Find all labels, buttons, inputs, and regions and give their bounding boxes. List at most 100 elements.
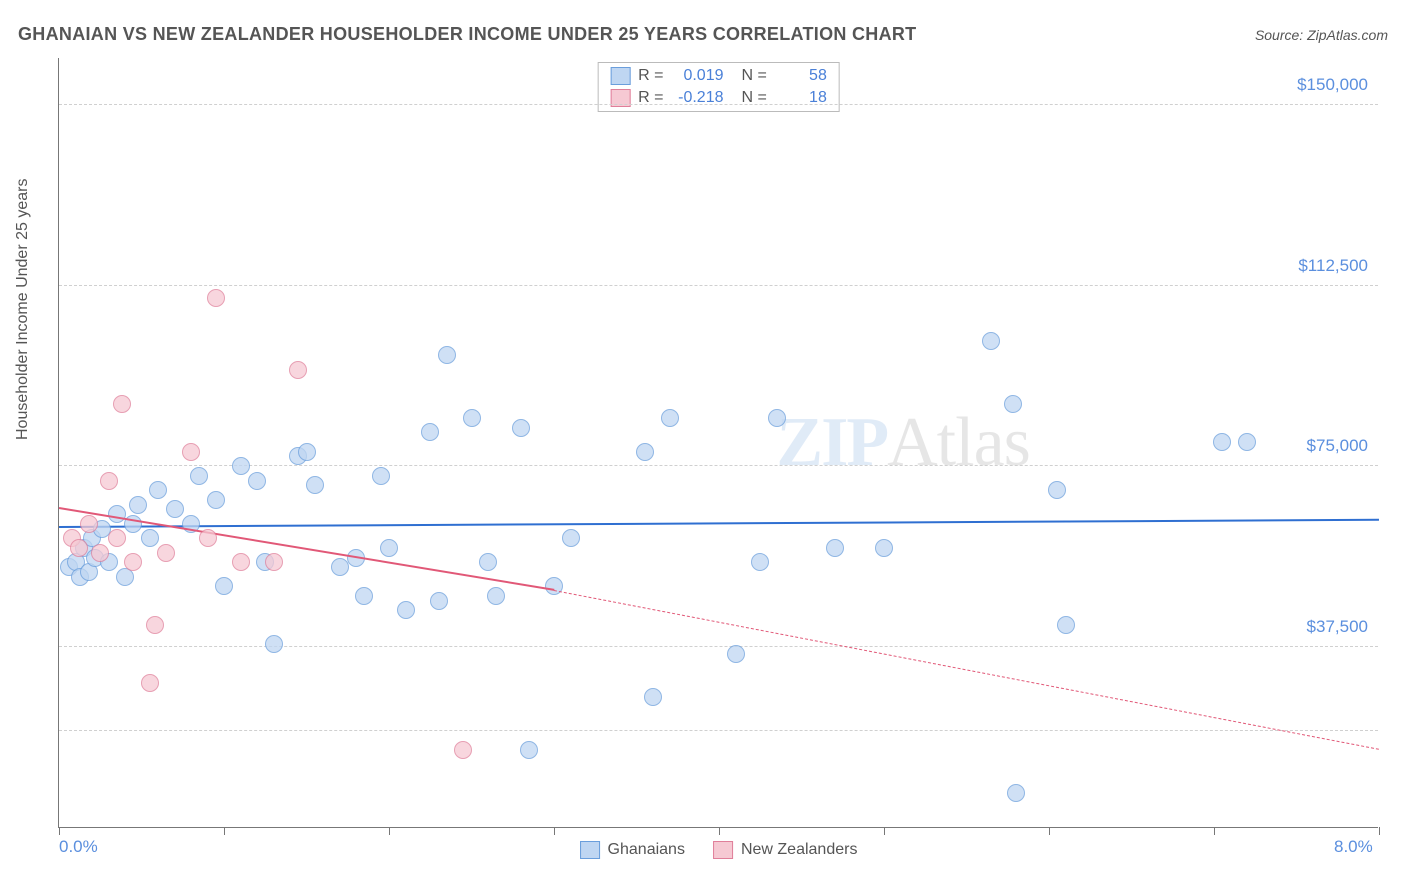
gridline <box>59 646 1378 647</box>
data-point <box>562 529 580 547</box>
data-point <box>248 472 266 490</box>
data-point <box>141 529 159 547</box>
legend-row: R = 0.019 N = 58 <box>598 65 839 87</box>
data-point <box>636 443 654 461</box>
legend-row: R =-0.218N =18 <box>598 87 839 109</box>
x-tick <box>554 827 555 835</box>
data-point <box>545 577 563 595</box>
data-point <box>661 409 679 427</box>
data-point <box>80 515 98 533</box>
data-point <box>141 674 159 692</box>
x-tick <box>1214 827 1215 835</box>
data-point <box>100 472 118 490</box>
data-point <box>1238 433 1256 451</box>
data-point <box>108 505 126 523</box>
data-point <box>146 616 164 634</box>
trend-line <box>59 519 1379 528</box>
data-point <box>826 539 844 557</box>
data-point <box>430 592 448 610</box>
data-point <box>91 544 109 562</box>
data-point <box>166 500 184 518</box>
watermark: ZIPAtlas <box>776 403 1029 483</box>
legend-n-value: 58 <box>775 67 827 85</box>
x-tick <box>1049 827 1050 835</box>
y-tick-label: $112,500 <box>1298 256 1368 276</box>
data-point <box>306 476 324 494</box>
data-point <box>182 443 200 461</box>
gridline <box>59 104 1378 105</box>
data-point <box>215 577 233 595</box>
data-point <box>190 467 208 485</box>
data-point <box>207 491 225 509</box>
data-point <box>113 395 131 413</box>
data-point <box>479 553 497 571</box>
data-point <box>1213 433 1231 451</box>
legend-series-label: Ghanaians <box>608 841 685 859</box>
data-point <box>727 645 745 663</box>
data-point <box>1004 395 1022 413</box>
data-point <box>232 553 250 571</box>
x-tick-label: 8.0% <box>1334 837 1373 857</box>
legend-series-label: New Zealanders <box>741 841 858 859</box>
data-point <box>331 558 349 576</box>
trend-line-dashed <box>554 590 1379 750</box>
gridline <box>59 285 1378 286</box>
data-point <box>289 361 307 379</box>
y-tick-label: $75,000 <box>1307 436 1368 456</box>
data-point <box>232 457 250 475</box>
chart-title: GHANAIAN VS NEW ZEALANDER HOUSEHOLDER IN… <box>18 24 916 45</box>
data-point <box>1007 784 1025 802</box>
data-point <box>751 553 769 571</box>
data-point <box>520 741 538 759</box>
data-point <box>875 539 893 557</box>
watermark-a: ZIP <box>776 404 887 481</box>
data-point <box>380 539 398 557</box>
data-point <box>70 539 88 557</box>
data-point <box>487 587 505 605</box>
legend-swatch <box>580 841 600 859</box>
data-point <box>512 419 530 437</box>
chart-source: Source: ZipAtlas.com <box>1255 27 1388 43</box>
data-point <box>768 409 786 427</box>
data-point <box>149 481 167 499</box>
data-point <box>372 467 390 485</box>
x-tick-label: 0.0% <box>59 837 98 857</box>
data-point <box>463 409 481 427</box>
plot-area: ZIPAtlas R =0.019N =58R =-0.218N =18 Gha… <box>58 58 1378 828</box>
y-tick-label: $150,000 <box>1297 75 1368 95</box>
y-axis-label: Householder Income Under 25 years <box>14 179 32 440</box>
gridline <box>59 465 1378 466</box>
data-point <box>1057 616 1075 634</box>
data-point <box>421 423 439 441</box>
legend-series-item: Ghanaians <box>580 841 685 859</box>
data-point <box>265 635 283 653</box>
legend-r-value: 0.019 <box>672 67 724 85</box>
data-point <box>199 529 217 547</box>
data-point <box>397 601 415 619</box>
legend-series-item: New Zealanders <box>713 841 858 859</box>
data-point <box>644 688 662 706</box>
data-point <box>454 741 472 759</box>
data-point <box>298 443 316 461</box>
x-tick <box>1379 827 1380 835</box>
data-point <box>207 289 225 307</box>
data-point <box>438 346 456 364</box>
legend-swatch <box>610 67 630 85</box>
legend-swatch <box>713 841 733 859</box>
x-tick <box>719 827 720 835</box>
data-point <box>982 332 1000 350</box>
gridline <box>59 730 1378 731</box>
legend-r-label: R = <box>638 67 663 85</box>
data-point <box>355 587 373 605</box>
x-tick <box>884 827 885 835</box>
data-point <box>265 553 283 571</box>
watermark-b: Atlas <box>887 404 1030 481</box>
chart-header: GHANAIAN VS NEW ZEALANDER HOUSEHOLDER IN… <box>18 24 1388 45</box>
data-point <box>1048 481 1066 499</box>
legend-series: Ghanaians New Zealanders <box>580 841 858 859</box>
x-tick <box>224 827 225 835</box>
data-point <box>124 553 142 571</box>
y-tick-label: $37,500 <box>1307 617 1368 637</box>
x-tick <box>389 827 390 835</box>
legend-n-label: N = <box>742 67 767 85</box>
